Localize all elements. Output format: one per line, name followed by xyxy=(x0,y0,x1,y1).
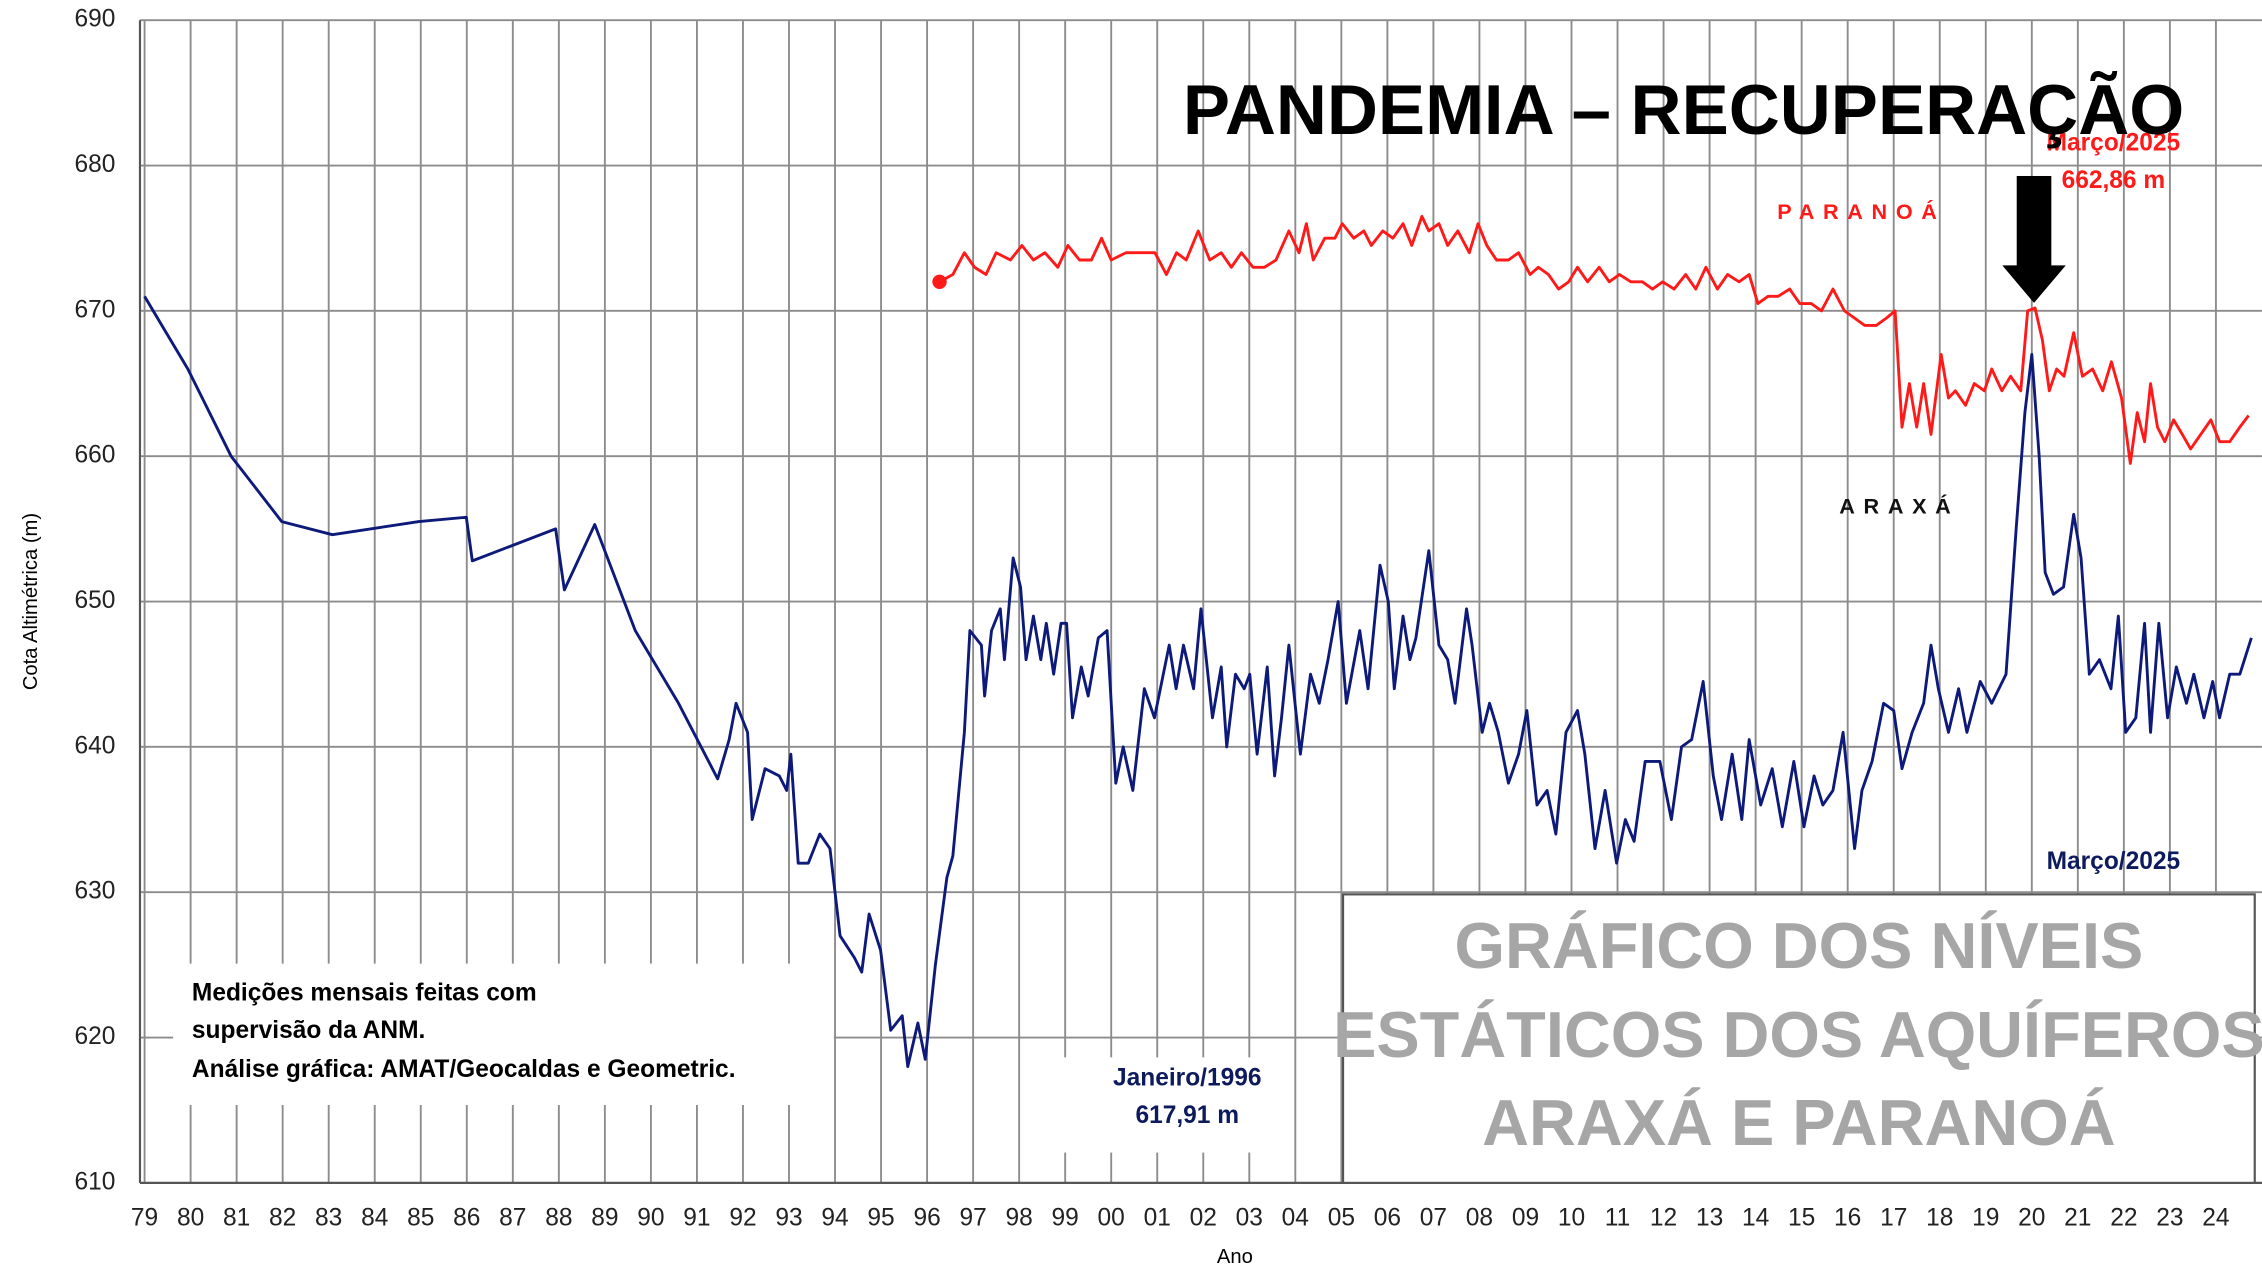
note: Medições mensais feitas com xyxy=(192,979,537,1006)
x-tick-label: 99 xyxy=(1052,1204,1079,1231)
x-tick-label: 22 xyxy=(2110,1204,2137,1231)
y-tick-label: 620 xyxy=(75,1023,116,1050)
note: supervisão da ANM. xyxy=(192,1017,425,1044)
y-axis-label: Cota Altimétrica (m) xyxy=(20,513,42,690)
x-tick-label: 98 xyxy=(1006,1204,1033,1231)
x-tick-label: 08 xyxy=(1466,1204,1493,1231)
box-title: ESTÁTICOS DOS AQUÍFEROS xyxy=(1333,998,2262,1071)
arrow-shaft xyxy=(2016,175,2052,269)
series-label: ARAXÁ xyxy=(1839,493,1959,518)
x-tick-label: 91 xyxy=(683,1204,710,1231)
annotation-box xyxy=(1063,1057,1287,1153)
x-tick-label: 93 xyxy=(775,1204,802,1231)
annotation: 662,86 m xyxy=(2062,167,2166,194)
x-tick-label: 87 xyxy=(499,1204,526,1231)
ticks: 610 620 630 640 650 660 670 680 690 79 80 81 82 83 84 8… xyxy=(75,6,2230,1232)
series-line xyxy=(143,295,2253,1069)
start-point xyxy=(932,274,947,290)
x-tick-label: 03 xyxy=(1236,1204,1263,1231)
note: Análise gráfica: AMAT/Geocaldas e Geomet… xyxy=(192,1056,736,1083)
y-tick-label: 660 xyxy=(75,442,116,469)
x-tick-label: 79 xyxy=(131,1204,158,1231)
x-tick-label: 17 xyxy=(1880,1204,1907,1231)
x-tick-label: 85 xyxy=(407,1204,434,1231)
x-tick-label: 04 xyxy=(1282,1204,1309,1231)
x-tick-label: 80 xyxy=(177,1204,204,1231)
x-axis-label: Ano xyxy=(1217,1246,1253,1268)
annotation: Janeiro/1996 xyxy=(1113,1065,1262,1092)
x-tick-label: 92 xyxy=(729,1204,756,1231)
arrow xyxy=(2002,175,2066,303)
y-tick-label: 650 xyxy=(75,587,116,614)
x-tick-label: 10 xyxy=(1558,1204,1585,1231)
x-tick-label: 00 xyxy=(1098,1204,1125,1231)
x-tick-label: 16 xyxy=(1834,1204,1861,1231)
x-tick-label: 21 xyxy=(2064,1204,2091,1231)
x-tick-label: 02 xyxy=(1190,1204,1217,1231)
x-tick-label: 20 xyxy=(2018,1204,2045,1231)
x-tick-label: 97 xyxy=(959,1204,986,1231)
series-line xyxy=(938,214,2250,465)
x-tick-label: 81 xyxy=(223,1204,250,1231)
x-tick-label: 11 xyxy=(1605,1204,1630,1231)
x-tick-label: 90 xyxy=(637,1204,664,1231)
x-tick-label: 23 xyxy=(2156,1204,2183,1231)
y-tick-label: 610 xyxy=(75,1168,116,1195)
x-tick-label: 82 xyxy=(269,1204,296,1231)
x-tick-label: 24 xyxy=(2202,1204,2229,1231)
x-tick-label: 89 xyxy=(591,1204,618,1231)
y-tick-label: 640 xyxy=(75,732,116,759)
y-tick-label: 670 xyxy=(75,296,116,323)
annotation: Março/2025 xyxy=(2047,848,2181,875)
x-tick-label: 84 xyxy=(361,1204,388,1231)
x-tick-label: 13 xyxy=(1696,1204,1723,1231)
chart-title: PANDEMIA – RECUPERAÇÃO xyxy=(1183,70,2184,149)
x-tick-label: 94 xyxy=(821,1204,848,1231)
x-tick-label: 19 xyxy=(1972,1204,1999,1231)
note-box xyxy=(173,963,834,1105)
title-box xyxy=(1341,893,2256,1184)
x-tick-label: 86 xyxy=(453,1204,480,1231)
series-label: PARANOÁ xyxy=(1777,199,1945,224)
arrow-head xyxy=(2002,265,2066,303)
annotation: 617,91 m xyxy=(1135,1102,1239,1129)
annotation: Março/2025 xyxy=(2047,130,2181,157)
x-tick-label: 88 xyxy=(545,1204,572,1231)
x-tick-label: 07 xyxy=(1420,1204,1447,1231)
x-tick-label: 06 xyxy=(1374,1204,1401,1231)
x-tick-label: 95 xyxy=(867,1204,894,1231)
y-tick-label: 630 xyxy=(75,878,116,905)
x-tick-label: 96 xyxy=(913,1204,940,1231)
lines xyxy=(143,214,2253,1069)
box-title: GRÁFICO DOS NÍVEIS xyxy=(1454,909,2143,982)
box-title: ARAXÁ E PARANOÁ xyxy=(1482,1086,2115,1159)
x-tick-label: 14 xyxy=(1742,1204,1769,1231)
x-tick-label: 05 xyxy=(1328,1204,1355,1231)
y-tick-label: 680 xyxy=(75,151,116,178)
x-tick-label: 12 xyxy=(1650,1204,1677,1231)
x-tick-label: 18 xyxy=(1926,1204,1953,1231)
x-tick-label: 01 xyxy=(1144,1204,1171,1231)
x-tick-label: 83 xyxy=(315,1204,342,1231)
y-tick-label: 690 xyxy=(75,6,116,33)
x-tick-label: 15 xyxy=(1788,1204,1815,1231)
x-tick-label: 09 xyxy=(1512,1204,1539,1231)
